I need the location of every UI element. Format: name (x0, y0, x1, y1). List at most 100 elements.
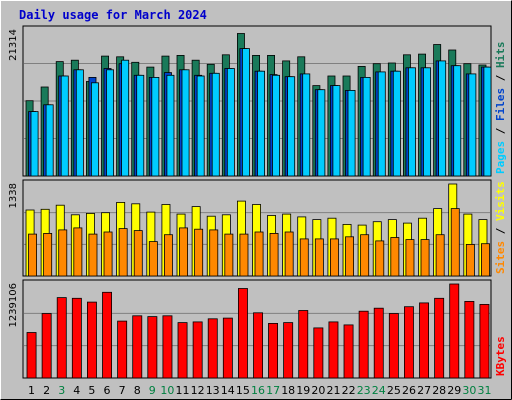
bar-kbytes-day-16 (253, 312, 264, 379)
bar-kbytes-day-6 (102, 291, 113, 379)
bar-kbytes-day-5 (87, 301, 97, 379)
day-label-29: 29 (447, 384, 461, 397)
bar-pages-day-25 (392, 70, 401, 177)
day-label-22: 22 (342, 384, 356, 397)
bar-sites-day-3 (58, 229, 68, 277)
panel-2-legend: Sites / Visits (494, 181, 507, 274)
bar-pages-day-15 (241, 48, 250, 177)
bar-pages-day-23 (362, 77, 371, 177)
day-label-23: 23 (357, 384, 371, 397)
bar-sites-day-5 (88, 233, 98, 277)
bar-sites-day-15 (239, 233, 249, 277)
bar-kbytes-day-30 (464, 300, 475, 379)
day-label-8: 8 (134, 384, 141, 397)
day-label-11: 11 (176, 384, 190, 397)
bar-sites-day-6 (103, 231, 113, 277)
bar-kbytes-day-31 (479, 303, 490, 379)
day-label-18: 18 (281, 384, 295, 397)
bar-kbytes-day-28 (434, 297, 445, 379)
bar-kbytes-day-3 (56, 297, 67, 379)
bar-pages-day-17 (272, 74, 280, 177)
bar-sites-day-4 (73, 227, 83, 277)
day-label-7: 7 (119, 384, 126, 397)
day-label-4: 4 (73, 384, 80, 397)
panel-3-ymax-label: 1239106 (8, 283, 19, 328)
legend-separator: / (494, 221, 507, 241)
bar-pages-day-22 (347, 90, 356, 177)
day-label-16: 16 (251, 384, 265, 397)
day-label-10: 10 (160, 384, 174, 397)
bar-kbytes-day-21 (328, 321, 339, 379)
bar-kbytes-day-24 (373, 307, 384, 379)
day-label-20: 20 (311, 384, 325, 397)
day-label-12: 12 (191, 384, 205, 397)
bar-kbytes-day-1 (26, 332, 37, 379)
bar-sites-day-24 (375, 240, 385, 277)
legend-files: Files (494, 88, 507, 121)
bar-kbytes-day-29 (449, 283, 460, 379)
day-label-27: 27 (417, 384, 431, 397)
bar-pages-day-26 (407, 67, 416, 177)
bar-sites-day-31 (480, 243, 490, 277)
bar-sites-day-13 (209, 229, 219, 277)
bar-kbytes-day-27 (419, 302, 430, 379)
bar-sites-day-19 (299, 238, 309, 277)
bar-sites-day-30 (465, 243, 475, 277)
bar-sites-day-23 (360, 234, 370, 277)
bar-sites-day-29 (450, 208, 460, 277)
bar-pages-day-16 (257, 70, 265, 177)
day-label-30: 30 (462, 384, 476, 397)
panel-2-ymax-label: 1338 (8, 183, 19, 208)
bar-pages-day-7 (121, 59, 130, 177)
bar-pages-day-18 (287, 76, 296, 177)
bar-sites-day-17 (269, 232, 279, 277)
panel-3-legend: KBytes (494, 336, 507, 376)
bar-pages-day-13 (211, 72, 220, 177)
bar-pages-day-10 (166, 74, 175, 177)
bar-pages-day-30 (468, 73, 477, 177)
bar-pages-day-8 (136, 74, 145, 177)
day-label-13: 13 (206, 384, 220, 397)
panel-1-legend: Pages / Files / Hits (494, 42, 507, 175)
day-label-6: 6 (104, 384, 111, 397)
bar-sites-day-25 (390, 237, 400, 277)
legend-kbytes: KBytes (494, 336, 507, 376)
legend-separator: / (494, 121, 507, 141)
day-label-19: 19 (296, 384, 310, 397)
legend-visits: Visits (494, 181, 507, 221)
legend-separator: / (494, 68, 507, 88)
day-label-15: 15 (236, 384, 250, 397)
bar-pages-day-3 (60, 75, 69, 177)
chart-title: Daily usage for March 2024 (19, 8, 207, 22)
bar-kbytes-day-15 (237, 288, 248, 379)
day-label-21: 21 (327, 384, 341, 397)
bar-pages-day-4 (75, 69, 84, 177)
day-label-17: 17 (266, 384, 280, 397)
bar-sites-day-12 (194, 228, 204, 277)
day-label-1: 1 (28, 384, 35, 397)
bar-pages-day-20 (317, 89, 326, 177)
legend-hits: Hits (494, 42, 507, 69)
bar-pages-day-5 (91, 82, 99, 177)
bar-pages-day-12 (196, 75, 205, 177)
day-label-14: 14 (221, 384, 235, 397)
bar-kbytes-day-19 (298, 310, 309, 379)
bar-kbytes-day-17 (268, 322, 279, 379)
day-label-5: 5 (88, 384, 95, 397)
bar-sites-day-7 (118, 228, 128, 277)
bar-kbytes-day-14 (222, 317, 233, 379)
bar-sites-day-20 (314, 238, 324, 277)
bar-kbytes-day-4 (71, 297, 82, 379)
bar-pages-day-31 (483, 66, 492, 177)
day-label-31: 31 (478, 384, 492, 397)
bar-pages-day-9 (151, 77, 160, 177)
bar-kbytes-day-11 (177, 322, 188, 379)
bar-kbytes-day-22 (343, 324, 354, 379)
bar-pages-day-2 (45, 104, 54, 177)
bar-sites-day-26 (405, 239, 415, 277)
panel-1-ymax-label: 21314 (8, 29, 19, 61)
bar-pages-day-1 (30, 111, 39, 177)
bar-sites-day-9 (148, 241, 158, 277)
